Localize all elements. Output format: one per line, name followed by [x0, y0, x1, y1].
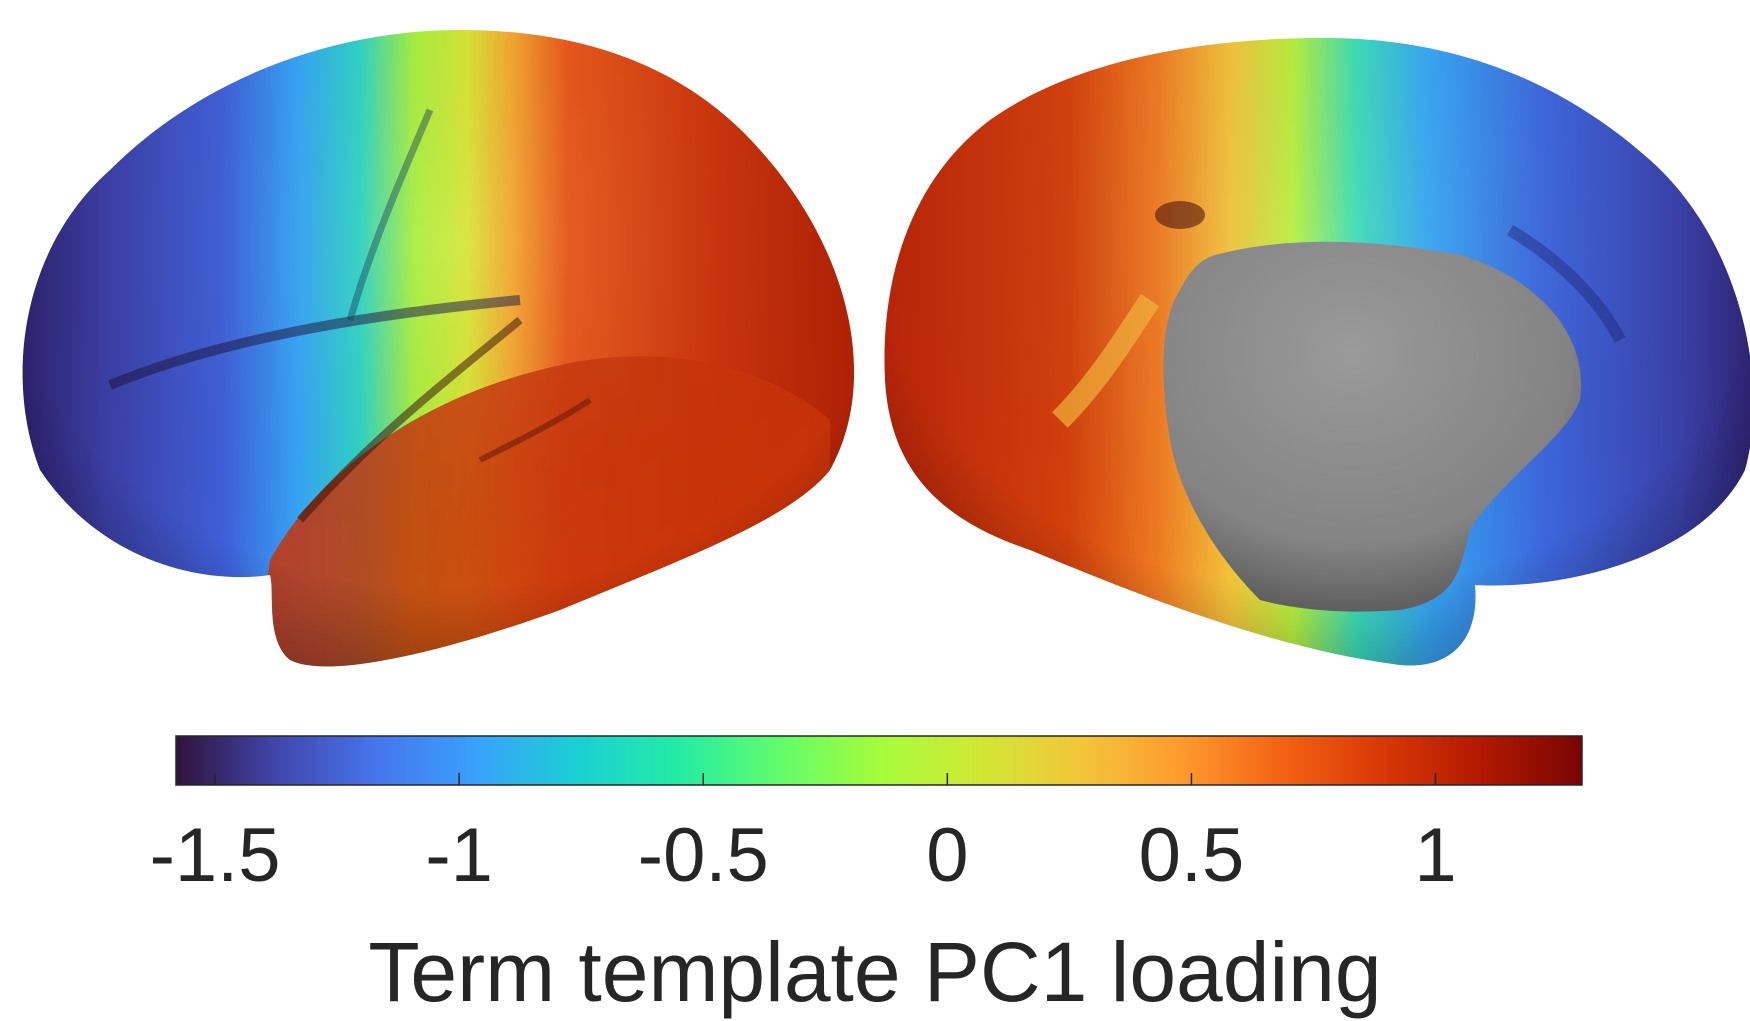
colorbar-label: Term template PC1 loading [368, 925, 1382, 1019]
left-hemisphere-lateral [22, 30, 855, 667]
colorbar-tick-label: -1.5 [149, 813, 281, 898]
medial-wall [1163, 241, 1582, 612]
colorbar-tick-label: -0.5 [637, 813, 769, 898]
colorbar [175, 735, 1583, 786]
colorbar-ticks [214, 773, 1437, 785]
colorbar-tick-label: 1 [1414, 813, 1457, 898]
right-hemisphere-medial [884, 37, 1750, 666]
colorbar-tick-label: 0 [926, 813, 969, 898]
colorbar-tick-label: 0.5 [1138, 813, 1245, 898]
colorbar-tick-label: -1 [425, 813, 493, 898]
colorbar-gradient [175, 735, 1583, 786]
